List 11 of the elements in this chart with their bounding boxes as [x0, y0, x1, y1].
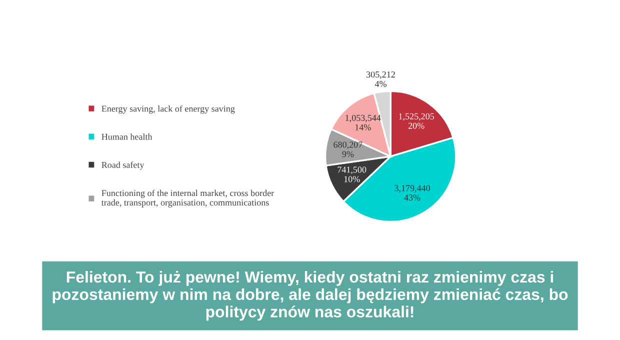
data-label: 1,525,205 20% [399, 113, 434, 129]
legend-label: Road safety [102, 162, 144, 170]
legend-label: Energy saving, lack of energy saving [102, 105, 235, 114]
data-label: 305,212 4% [366, 71, 395, 88]
data-label: 741,500 10% [338, 166, 366, 182]
text: Felieton. To już pewne! Wiemy, kiedy ostatni raz zmienimy czas i pozostaniemy w nim na dobre, ale dalej będziemy zmieniać czas, bo politycy znów nas oszukali! [52, 270, 568, 321]
data-label: 3,179,440 43% [394, 185, 430, 201]
data-label: 1,053,544 14% [346, 114, 381, 130]
data-label: 680,207 9% [334, 142, 362, 158]
legend-label: Human health [102, 133, 152, 140]
legend-label: Functioning of the internal market, cross border trade, transport, organisation, communications [101, 190, 274, 208]
